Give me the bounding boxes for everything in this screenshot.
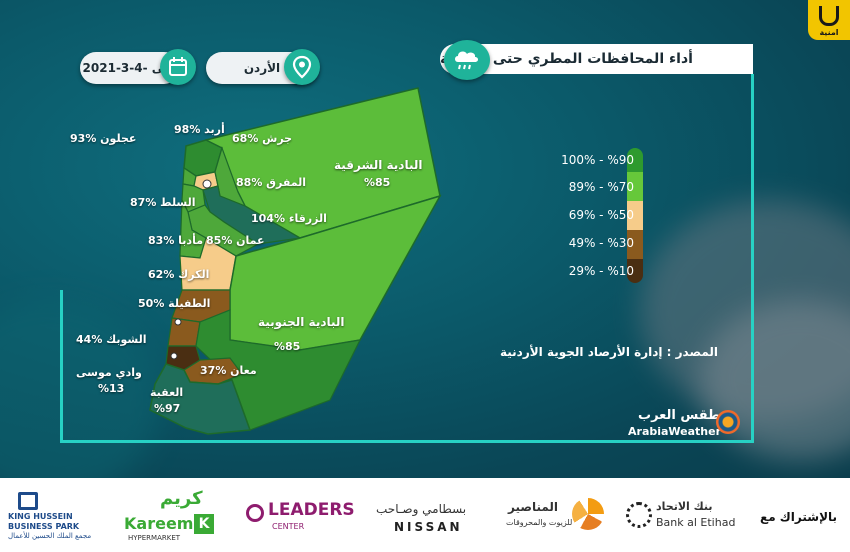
label-irbid: أربد %98 xyxy=(174,123,225,136)
label-amman: عمان %85 xyxy=(206,234,265,247)
kareem-subtitle: HYPERMARKET xyxy=(128,534,181,542)
brand-logo: امنية xyxy=(808,0,850,40)
manaseer-subtitle: للزيوت والمحروقات xyxy=(506,518,573,527)
label-salt: السلط %87 xyxy=(130,196,196,209)
label-south-badia-value: %85 xyxy=(274,340,301,353)
label-tafila: الطفيلة %50 xyxy=(138,297,211,310)
frame-bottom xyxy=(60,440,754,443)
label-zarqa: الزرقاء %104 xyxy=(251,212,327,225)
label-south-badia: البادية الجنوبية xyxy=(258,315,345,329)
bank-arabic: بنك الاتحاد xyxy=(656,500,713,513)
manaseer-arabic: المناصير xyxy=(508,500,559,514)
region-aqaba xyxy=(149,363,252,435)
legend-label-1: 100% - %90 xyxy=(561,153,634,167)
nissan-arabic: بسطامي وصـاحب xyxy=(376,502,467,516)
legend-swatch-3 xyxy=(627,201,643,230)
sponsors-footer: بالإشتراك مع بنك الاتحاد Bank al Etihad … xyxy=(0,478,850,552)
label-madaba: مأدبا %83 xyxy=(148,234,204,247)
city-dot-mafraq xyxy=(202,179,212,189)
khbp-logo: KING HUSSEIN BUSINESS PARK مجمع الملك ال… xyxy=(8,492,116,546)
background xyxy=(0,0,850,478)
label-wadi-musa: وادي موسى xyxy=(76,366,142,379)
label-east-badia-value: %85 xyxy=(364,176,391,189)
legend-label-5: 29% - %10 xyxy=(568,264,634,278)
rain-cloud-icon xyxy=(444,40,490,80)
calendar-icon xyxy=(160,49,196,85)
manaseer-logo: المناصير للزيوت والمحروقات xyxy=(506,494,616,544)
label-shobak: الشوبك %44 xyxy=(76,333,147,346)
bank-icon xyxy=(626,502,652,528)
kareem-logo: كريم Kareem K HYPERMARKET xyxy=(124,488,224,548)
page-title-text: أداء المحافظات المطري حتى اللحظة xyxy=(440,51,693,67)
label-ajloun: عجلون %93 xyxy=(70,132,137,145)
bank-etihad-logo: بنك الاتحاد Bank al Etihad xyxy=(626,498,744,538)
label-mafraq: المفرق %88 xyxy=(236,176,307,189)
label-aqaba: العقبة xyxy=(150,386,184,399)
jordan-map xyxy=(149,87,442,435)
leaders-text: LEADERS xyxy=(268,500,355,520)
leaders-logo: LEADERS CENTER xyxy=(246,498,356,538)
label-karak: الكرك %62 xyxy=(148,268,210,281)
legend-swatch-4 xyxy=(627,230,643,259)
city-dot-tafila xyxy=(174,318,182,326)
legend-label-2: 89% - %70 xyxy=(568,180,634,194)
arabiaweather-latin: ArabiaWeather xyxy=(628,425,722,438)
nissan-english: NISSAN xyxy=(394,520,463,534)
arabiaweather-logo: طقس العرب ArabiaWeather xyxy=(624,408,750,438)
khbp-icon xyxy=(18,492,38,510)
region-shobak xyxy=(167,317,201,347)
country-label: الأردن xyxy=(243,61,281,75)
manaseer-icon xyxy=(572,498,604,530)
frame-right-vertical xyxy=(751,74,754,442)
label-wadi-musa-value: %13 xyxy=(98,382,125,395)
leaders-subtitle: CENTER xyxy=(272,522,305,531)
khbp-arabic: مجمع الملك الحسين للأعمال xyxy=(8,532,92,540)
label-aqaba-value: %97 xyxy=(154,402,181,415)
legend-swatch-5 xyxy=(627,259,643,283)
sun-icon xyxy=(716,410,740,434)
region-wadi-musa xyxy=(165,345,201,371)
legend-swatch-1 xyxy=(627,148,643,172)
arabiaweather-arabic: طقس العرب xyxy=(638,408,721,423)
location-pin-icon xyxy=(284,49,320,85)
legend-swatch-2 xyxy=(627,172,643,201)
subscribe-label: بالإشتراك مع xyxy=(760,510,838,524)
label-maan: معان %37 xyxy=(200,364,257,377)
leaders-power-icon xyxy=(246,504,264,522)
frame-left-vertical xyxy=(60,290,63,442)
brand-badge-text: امنية xyxy=(819,28,839,37)
legend-label-3: 69% - %50 xyxy=(568,208,634,222)
label-jerash: جرش %68 xyxy=(232,132,293,145)
city-dot-shobak xyxy=(170,352,178,360)
khbp-line-2: BUSINESS PARK xyxy=(8,522,80,531)
khbp-line-1: KING HUSSEIN xyxy=(8,512,73,521)
page-title: أداء المحافظات المطري حتى اللحظة xyxy=(440,44,753,74)
kareem-english: Kareem xyxy=(124,514,194,533)
nissan-logo: بسطامي وصـاحب NISSAN xyxy=(374,500,484,540)
source-text: المصدر : إدارة الأرصاد الجوية الأردنية xyxy=(500,345,718,359)
label-east-badia: البادية الشرقية xyxy=(334,158,423,172)
bank-english: Bank al Etihad xyxy=(656,516,736,529)
legend-label-4: 49% - %30 xyxy=(568,236,634,250)
kareem-k-box: K xyxy=(194,514,214,534)
kareem-arabic: كريم xyxy=(160,488,203,509)
